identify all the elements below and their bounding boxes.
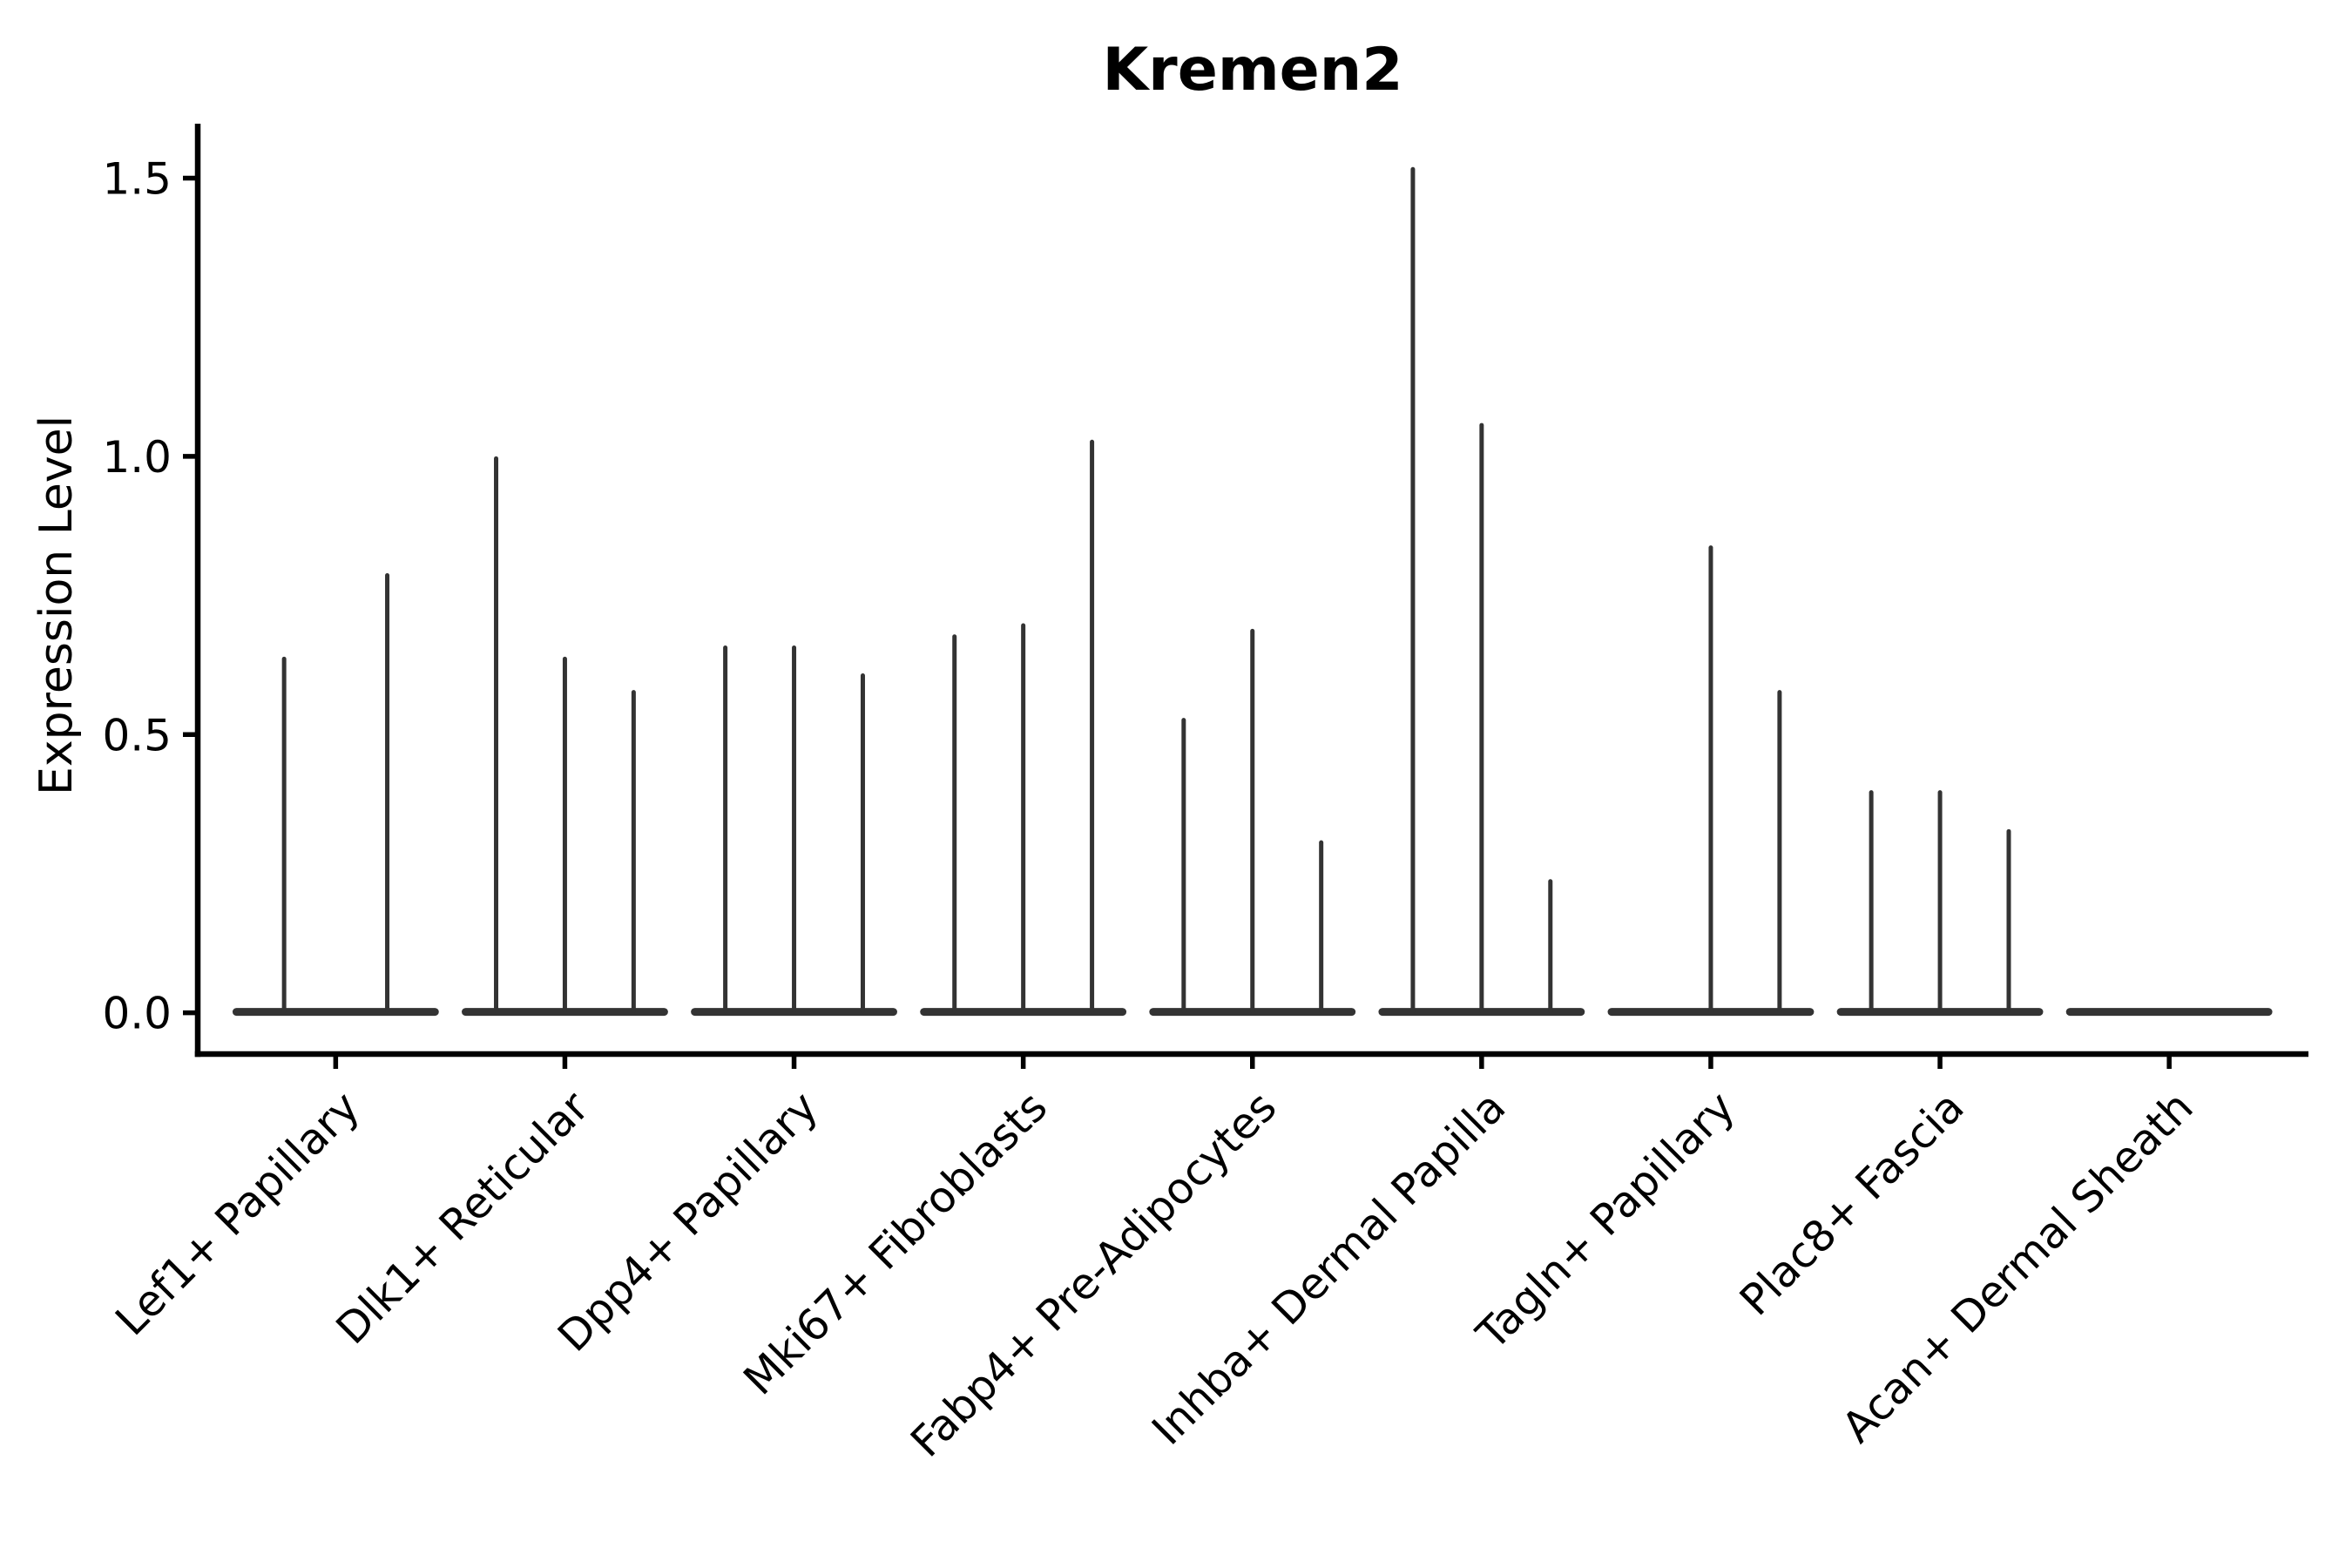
y-tick-label: 0.0	[102, 989, 172, 1039]
axes	[183, 124, 2308, 1069]
y-tick-label: 0.5	[102, 710, 172, 760]
x-tick-label: Plac8+ Fascia	[1730, 1082, 1973, 1325]
chart-title: Kremen2	[1102, 36, 1402, 105]
x-tick-label: Fabp4+ Pre-Adipocytes	[902, 1082, 1287, 1467]
y-tick-label: 1.5	[102, 154, 172, 205]
x-tick-label: Dlk1+ Reticular	[327, 1082, 599, 1355]
y-tick-labels: 0.0 0.5 1.0 1.5	[102, 154, 172, 1039]
violins-layer	[232, 166, 2273, 1017]
y-tick-label: 1.0	[102, 432, 172, 483]
y-axis-label: Expression Level	[30, 416, 83, 795]
x-tick-label: Lef1+ Papillary	[106, 1082, 369, 1345]
